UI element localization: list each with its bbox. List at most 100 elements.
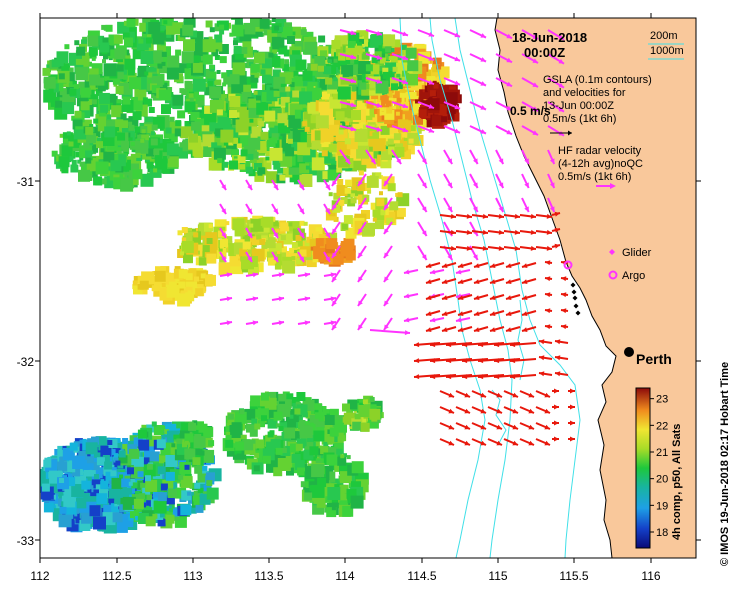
glider-point (571, 289, 577, 295)
sst-cell (229, 160, 238, 170)
sst-cell (146, 494, 153, 501)
velocity-arrow-head (480, 57, 486, 62)
sst-cell (323, 66, 332, 75)
velocity-arrow-head (454, 128, 460, 134)
sst-cell (142, 457, 150, 465)
velocity-arrow-head (442, 327, 448, 333)
velocity-arrows (219, 29, 575, 446)
velocity-arrow-head (447, 182, 453, 188)
sst-cell (231, 24, 244, 37)
hf-legend-line-2: (4-12h avg)noQC (558, 158, 643, 170)
sst-cell (129, 77, 142, 90)
sst-cell (323, 116, 335, 128)
hf-scale-arrow-head (610, 183, 616, 189)
velocity-arrow-head (482, 245, 488, 251)
colorbar-tick-label: 22 (656, 420, 668, 432)
sst-cell (110, 470, 117, 477)
sst-cell (309, 485, 316, 492)
velocity-arrow-head (546, 245, 552, 251)
sst-cell (265, 451, 272, 458)
sst-cell (328, 124, 340, 136)
velocity-arrow-head (549, 206, 555, 212)
gsla-scale-arrow-head (568, 130, 572, 136)
sst-cell (364, 107, 375, 118)
velocity-arrow-head (454, 104, 460, 110)
sst-cell (122, 443, 128, 449)
sst-cell (219, 29, 225, 35)
sst-cell (66, 131, 71, 136)
sst-cell (388, 56, 393, 61)
velocity-arrow-head (299, 232, 304, 238)
sst-cell (180, 475, 193, 488)
sst-cell (94, 474, 99, 479)
sst-cell (184, 121, 192, 128)
sst-cell (44, 460, 50, 467)
sst-cell (138, 65, 149, 77)
velocity-arrow-head (358, 252, 363, 258)
velocity-arrow-head (480, 440, 486, 446)
sst-cell (395, 111, 400, 116)
sst-cell (446, 105, 456, 114)
sst-cell (252, 409, 260, 417)
velocity-arrow-head (226, 320, 232, 326)
sst-cell (129, 448, 139, 459)
sst-cell (221, 11, 228, 18)
glider-point (573, 303, 579, 309)
sst-cell (191, 121, 201, 131)
sst-cell (111, 477, 123, 489)
sst-cell (386, 107, 393, 114)
velocity-arrow-head (384, 228, 389, 234)
sst-cell (206, 472, 215, 482)
sst-cell (310, 422, 315, 427)
sst-cell (341, 65, 354, 77)
sst-cell (274, 263, 281, 270)
sst-cell (79, 156, 84, 161)
velocity-arrow-head (376, 78, 382, 84)
sst-cell (269, 56, 281, 67)
sst-cell (144, 505, 150, 511)
sst-cell (143, 446, 155, 458)
velocity-arrow-head (549, 182, 555, 188)
sst-cell (267, 251, 277, 262)
sst-cell (113, 457, 119, 463)
sst-cell (295, 239, 303, 247)
sst-cell (208, 440, 215, 447)
velocity-arrow-head (545, 308, 551, 314)
sst-cell (232, 62, 246, 76)
velocity-arrow-head (402, 55, 408, 61)
sst-cell (197, 112, 206, 121)
sst-cell (384, 212, 396, 223)
sst-cell (137, 471, 144, 478)
sst-cell (89, 83, 96, 90)
sst-cell (145, 516, 156, 527)
sst-cell (373, 98, 381, 106)
sst-cell (187, 491, 192, 496)
sst-cell (57, 461, 68, 472)
sst-cell (413, 114, 423, 125)
sst-cell (354, 45, 363, 54)
sst-cell (374, 109, 379, 115)
sst-cell (70, 137, 77, 143)
sst-cell (55, 100, 63, 108)
sst-cell (128, 124, 135, 131)
sst-cell (247, 153, 254, 160)
sst-cell (234, 226, 245, 237)
sst-cell (178, 281, 186, 289)
sst-cell (359, 122, 366, 129)
sst-cell (121, 478, 131, 488)
sst-cell (272, 220, 279, 227)
velocity-arrow-head (522, 279, 528, 285)
sst-cell (258, 419, 263, 424)
velocity-arrow-head (414, 358, 420, 364)
sst-cell (375, 172, 382, 179)
sst-cell (272, 69, 281, 78)
velocity-arrow-head (506, 81, 512, 87)
sst-cell (372, 132, 378, 138)
sst-cell (253, 465, 260, 472)
sst-cell (140, 138, 145, 143)
velocity-arrow-head (428, 128, 434, 133)
sst-cell (204, 105, 213, 114)
sst-cell (299, 163, 310, 174)
sst-cell (158, 139, 163, 144)
sst-cell (80, 87, 91, 98)
